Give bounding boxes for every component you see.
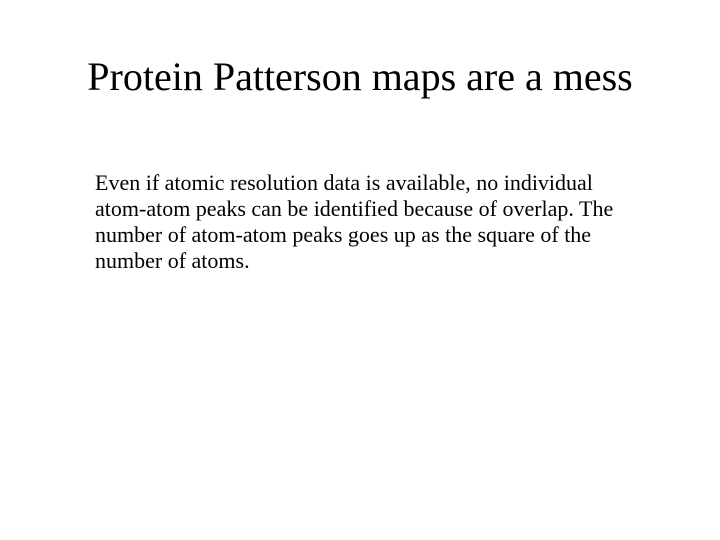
slide-title: Protein Patterson maps are a mess: [0, 55, 720, 99]
slide-canvas: Protein Patterson maps are a mess Even i…: [0, 0, 720, 540]
slide-body-text: Even if atomic resolution data is availa…: [95, 170, 635, 274]
